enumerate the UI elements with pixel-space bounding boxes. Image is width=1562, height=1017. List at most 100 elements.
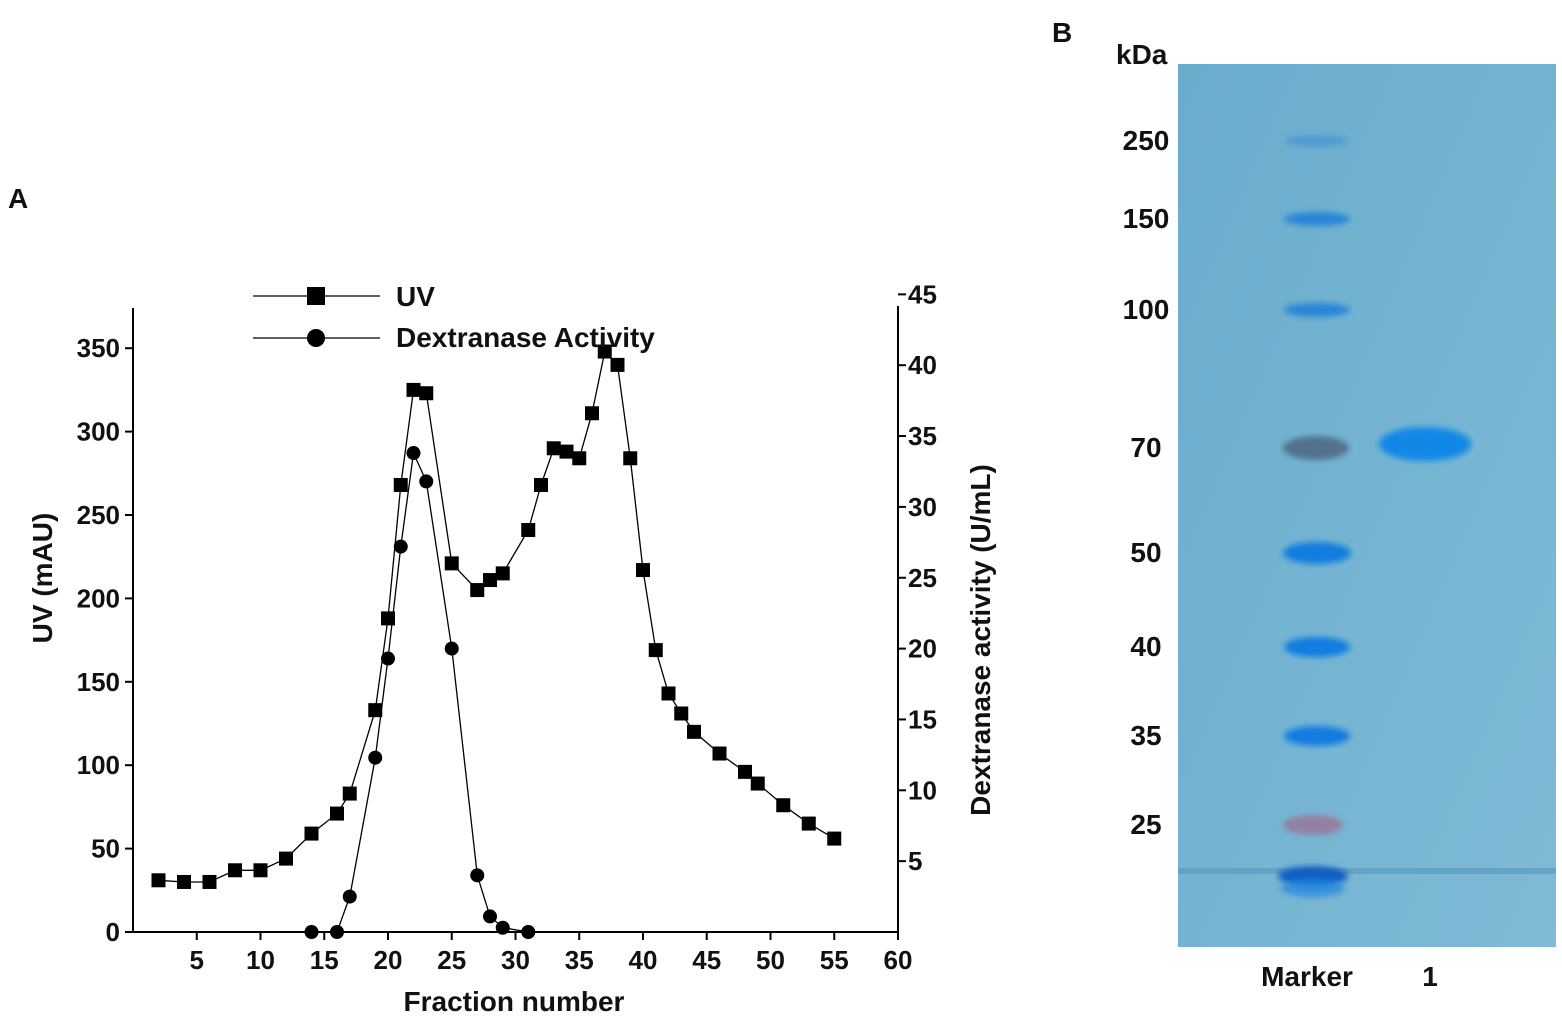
panel-a-label: A	[8, 183, 28, 214]
dex-point-27	[470, 868, 485, 883]
y2-tick-label-5: 5	[908, 846, 922, 876]
dextranase-line	[311, 450, 529, 933]
uv-point-35	[572, 451, 587, 466]
y-ticks-right: 5 10 15 20 25 30 35 40 45	[898, 279, 937, 876]
y-axis-right-title: Dextranase activity (U/mL)	[965, 464, 996, 816]
y2-tick-label-35: 35	[908, 421, 937, 451]
uv-line	[158, 350, 835, 883]
uv-point-2	[151, 873, 166, 888]
uv-point-28	[483, 573, 497, 588]
y2-tick-label-40: 40	[908, 350, 937, 380]
dex-point-25	[444, 641, 459, 656]
uv-point-17	[342, 786, 357, 801]
y-tick-label-150: 150	[77, 667, 120, 697]
marker-lane	[1278, 135, 1351, 897]
x-tick-label-50: 50	[756, 945, 785, 975]
kda-label-35: 35	[1130, 720, 1161, 751]
legend: UV Dextranase Activity	[253, 281, 655, 353]
lane-label-marker: Marker	[1261, 961, 1353, 992]
dex-point-28	[483, 909, 497, 924]
uv-point-36	[585, 406, 599, 421]
uv-point-10	[253, 863, 268, 878]
y2-tick-label-20: 20	[908, 634, 937, 664]
uv-point-41	[648, 643, 663, 658]
chromatogram-plot: 5 10 15 20 25 30 35 40 45 50 55 60 0 50 100 150 200 250 3…	[27, 279, 996, 1017]
x-tick-label-55: 55	[820, 945, 849, 975]
x-tick-label-5: 5	[190, 945, 204, 975]
x-tick-label-40: 40	[629, 945, 658, 975]
x-tick-label-20: 20	[374, 945, 403, 975]
legend-uv-label: UV	[396, 281, 435, 312]
sample-lane-1-band	[1379, 427, 1471, 461]
x-tick-label-45: 45	[692, 945, 721, 975]
uv-point-43	[674, 706, 689, 721]
uv-point-49	[750, 776, 765, 791]
kda-label-25: 25	[1130, 809, 1161, 840]
uv-point-25	[444, 556, 459, 571]
dex-point-22	[406, 446, 421, 461]
legend-dex-label: Dextranase Activity	[396, 322, 655, 353]
legend-circle-icon	[307, 329, 325, 347]
y2-tick-label-15: 15	[908, 704, 937, 734]
y2-tick-label-45: 45	[908, 279, 937, 309]
uv-point-37	[597, 344, 612, 359]
uv-point-44	[687, 724, 701, 739]
dex-point-31	[521, 925, 536, 939]
uv-point-31	[521, 523, 536, 538]
uv-point-19	[368, 703, 383, 718]
kda-label-70: 70	[1130, 432, 1161, 463]
y2-tick-label-30: 30	[908, 492, 937, 522]
uv-point-27	[470, 583, 485, 598]
kda-label-100: 100	[1123, 294, 1170, 325]
uv-point-6	[202, 874, 217, 889]
y-tick-label-0: 0	[106, 917, 120, 947]
y2-tick-label-10: 10	[908, 775, 937, 805]
y-tick-label-300: 300	[77, 417, 120, 447]
dex-point-23	[419, 474, 434, 489]
y-tick-label-100: 100	[77, 750, 120, 780]
uv-point-42	[661, 686, 676, 701]
x-tick-label-35: 35	[565, 945, 594, 975]
uv-point-22	[406, 382, 421, 397]
marker-kda-labels: 250 150 100 70 50 40 35 25	[1123, 125, 1170, 840]
x-tick-label-15: 15	[310, 945, 339, 975]
uv-point-16	[330, 806, 344, 821]
uv-point-38	[610, 357, 625, 372]
kda-label: kDa	[1116, 39, 1168, 70]
kda-label-150: 150	[1123, 203, 1170, 234]
uv-point-8	[228, 863, 242, 878]
marker-band-50	[1283, 542, 1351, 564]
uv-point-33	[546, 441, 561, 456]
kda-label-50: 50	[1130, 537, 1161, 568]
marker-band-25	[1283, 815, 1343, 835]
x-tick-label-60: 60	[884, 945, 913, 975]
series-dextranase-activity	[304, 446, 536, 939]
uv-point-53	[801, 816, 816, 831]
marker-band-150	[1284, 212, 1350, 226]
gel-background	[1178, 64, 1556, 947]
y-tick-label-350: 350	[77, 333, 120, 363]
uv-point-4	[177, 874, 191, 889]
uv-point-12	[279, 851, 293, 866]
dex-point-29	[495, 920, 510, 935]
uv-point-21	[393, 477, 408, 492]
series-uv	[151, 344, 842, 889]
y-axis-left-title: UV (mAU)	[27, 513, 58, 644]
legend-square-icon	[307, 287, 325, 305]
dye-front	[1178, 868, 1556, 874]
marker-band-100	[1284, 303, 1350, 317]
uv-point-48	[738, 764, 752, 779]
dex-point-21	[393, 539, 408, 554]
y-tick-label-50: 50	[91, 834, 120, 864]
kda-label-40: 40	[1130, 631, 1161, 662]
uv-point-39	[623, 451, 638, 466]
y2-tick-label-25: 25	[908, 563, 937, 593]
marker-band-front-glow	[1281, 879, 1345, 897]
uv-point-34	[559, 444, 574, 459]
uv-point-20	[381, 611, 395, 626]
dex-point-16	[330, 925, 344, 939]
y-tick-label-250: 250	[77, 500, 120, 530]
marker-band-40	[1284, 637, 1350, 657]
y-ticks-left: 0 50 100 150 200 250 300 350	[77, 333, 133, 947]
x-tick-label-10: 10	[246, 945, 275, 975]
